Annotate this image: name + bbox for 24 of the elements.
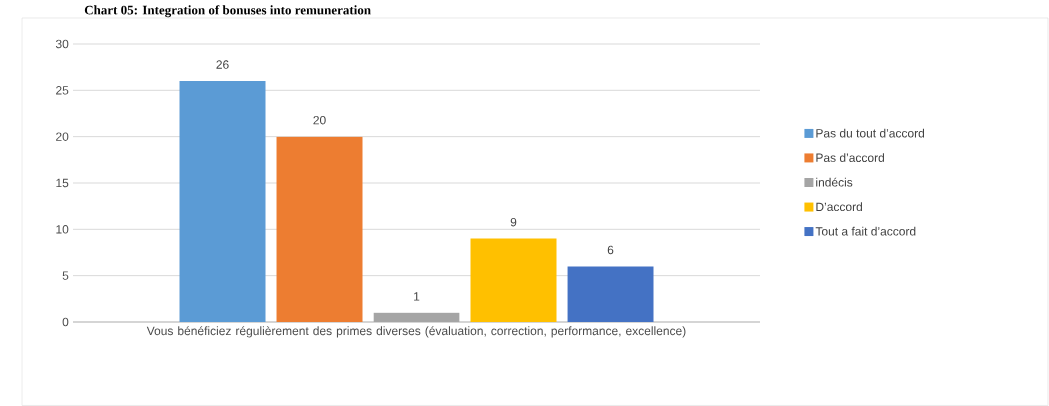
y-tick-label: 5 (62, 271, 69, 280)
data-label: 9 (510, 217, 517, 227)
y-tick-label: 20 (56, 132, 69, 141)
y-tick-label: 25 (56, 86, 69, 95)
data-label: 20 (313, 115, 326, 125)
bar (373, 312, 460, 322)
bar (276, 136, 363, 322)
data-label: 1 (414, 292, 420, 301)
bar (470, 238, 557, 322)
y-tick-label: 10 (56, 225, 69, 234)
y-tick-label: 15 (56, 178, 69, 188)
bar (179, 81, 266, 322)
legend-label: indécis (816, 177, 853, 187)
legend-label: Tout a fait d’accord (815, 226, 916, 236)
legend-label: Pas d’accord (816, 153, 884, 162)
bar (567, 266, 654, 322)
y-tick-label: 30 (55, 39, 69, 49)
x-tick-label: Vous bénéficiez régulièrement des primes diverses (évaluation, correction, performance, excellence) (146, 326, 686, 338)
legend-label: D’accord (816, 202, 862, 212)
legend-label: Pas du tout d’accord (816, 128, 925, 138)
y-tick-label: 0 (62, 317, 69, 327)
data-label: 6 (607, 245, 614, 255)
data-label: 26 (216, 60, 229, 69)
chart-title: Chart 05: Integration of bonuses into remuneration (84, 5, 371, 18)
